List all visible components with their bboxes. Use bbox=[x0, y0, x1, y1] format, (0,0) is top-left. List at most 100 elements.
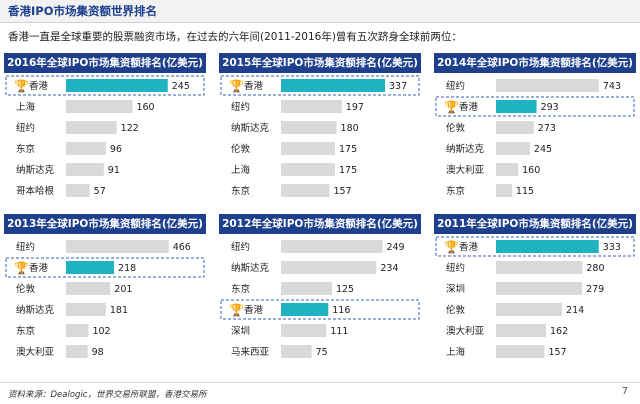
value-label: 98 bbox=[92, 347, 104, 358]
category-label: 上海 bbox=[446, 346, 466, 358]
bar bbox=[66, 100, 133, 113]
value-label: 111 bbox=[330, 326, 348, 337]
bar bbox=[66, 282, 111, 295]
bar bbox=[66, 121, 117, 134]
chart-2015: 🏆 香港 337 纽约 197 纳斯达克 180 伦敦 175 上海 175 东京 157 bbox=[220, 75, 420, 197]
bar bbox=[66, 79, 168, 92]
bar bbox=[281, 324, 327, 337]
category-label: 纳斯达克 bbox=[16, 304, 55, 316]
bar bbox=[281, 282, 332, 295]
value-label: 115 bbox=[516, 186, 534, 197]
category-label: 纽约 bbox=[16, 122, 35, 134]
bar bbox=[281, 163, 335, 176]
intro-text: 香港一直是全球重要的股票融资市场，在过去的六年间(2011-2016年)曾有五次… bbox=[8, 31, 462, 43]
trophy-icon: 🏆 bbox=[229, 303, 244, 317]
bar bbox=[281, 100, 342, 113]
trophy-icon: 🏆 bbox=[14, 79, 29, 93]
category-label: 香港 bbox=[244, 304, 264, 316]
trophy-icon: 🏆 bbox=[444, 100, 459, 114]
value-label: 293 bbox=[541, 102, 559, 113]
chart-title: 2016年全球IPO市场集资额排名(亿美元) bbox=[4, 53, 206, 73]
title-bar: 香港IPO市场集资额世界排名 bbox=[0, 0, 640, 23]
bar bbox=[66, 240, 169, 253]
bar bbox=[66, 324, 89, 337]
category-label: 伦敦 bbox=[446, 304, 466, 316]
category-label: 哥本哈根 bbox=[16, 185, 55, 197]
highlight-frame bbox=[220, 75, 420, 96]
value-label: 245 bbox=[534, 144, 552, 155]
bar bbox=[66, 184, 90, 197]
category-label: 纳斯达克 bbox=[231, 262, 270, 274]
bar bbox=[496, 184, 512, 197]
chart-panel-2011: 2011年全球IPO市场集资额排名(亿美元) 🏆 香港 333 纽约 280 深圳 279 伦… bbox=[434, 214, 636, 366]
bar bbox=[496, 303, 563, 316]
category-label: 纽约 bbox=[446, 80, 465, 92]
category-label: 东京 bbox=[16, 325, 35, 337]
trophy-icon: 🏆 bbox=[444, 240, 459, 254]
value-label: 102 bbox=[92, 326, 110, 337]
bar bbox=[66, 142, 106, 155]
category-label: 上海 bbox=[16, 101, 36, 113]
value-label: 245 bbox=[172, 81, 190, 92]
value-label: 273 bbox=[538, 123, 556, 134]
category-label: 东京 bbox=[231, 283, 250, 295]
chart-panel-2015: 2015年全球IPO市场集资额排名(亿美元) 🏆 香港 337 纽约 197 纳斯达克 18… bbox=[219, 53, 421, 205]
value-label: 160 bbox=[136, 102, 154, 113]
bar bbox=[66, 261, 115, 274]
value-label: 75 bbox=[316, 347, 328, 358]
bar bbox=[281, 79, 385, 92]
bar bbox=[281, 240, 383, 253]
category-label: 澳大利亚 bbox=[16, 346, 55, 358]
bar bbox=[496, 100, 537, 113]
chart-panel-2012: 2012年全球IPO市场集资额排名(亿美元) 纽约 249 纳斯达克 234 东京 125… bbox=[219, 214, 421, 366]
category-label: 伦敦 bbox=[16, 283, 36, 295]
value-label: 96 bbox=[110, 144, 122, 155]
value-label: 116 bbox=[332, 305, 350, 316]
chart-title: 2012年全球IPO市场集资额排名(亿美元) bbox=[219, 214, 421, 234]
chart-2012: 纽约 249 纳斯达克 234 东京 125 🏆 香港 116 深圳 111 马来西亚 75 bbox=[220, 240, 420, 358]
bar bbox=[496, 324, 546, 337]
bar bbox=[281, 345, 312, 358]
highlight-frame bbox=[220, 299, 420, 320]
bar bbox=[281, 303, 329, 316]
chart-title: 2013年全球IPO市场集资额排名(亿美元) bbox=[4, 214, 206, 234]
bar bbox=[66, 163, 104, 176]
category-label: 纽约 bbox=[231, 101, 250, 113]
value-label: 218 bbox=[118, 263, 136, 274]
chart-panel-2014: 2014年全球IPO市场集资额排名(亿美元) 纽约 743 🏆 香港 293 伦敦 273 纳… bbox=[434, 53, 636, 205]
value-label: 160 bbox=[522, 165, 540, 176]
category-label: 马来西亚 bbox=[231, 347, 270, 358]
bar bbox=[496, 142, 530, 155]
page-number: 7 bbox=[621, 386, 628, 397]
value-label: 122 bbox=[121, 123, 139, 134]
bar bbox=[281, 142, 335, 155]
value-label: 157 bbox=[548, 347, 566, 358]
value-label: 91 bbox=[108, 165, 120, 176]
bar bbox=[496, 121, 534, 134]
category-label: 香港 bbox=[459, 241, 479, 253]
category-label: 纽约 bbox=[16, 241, 35, 253]
category-label: 香港 bbox=[29, 262, 49, 274]
bar bbox=[496, 282, 583, 295]
chart-2013: 纽约 466 🏆 香港 218 伦敦 201 纳斯达克 181 东京 102 澳大利亚 98 bbox=[5, 240, 205, 358]
highlight-frame bbox=[5, 75, 205, 96]
trophy-icon: 🏆 bbox=[229, 79, 244, 93]
bar bbox=[66, 345, 88, 358]
category-label: 伦敦 bbox=[231, 143, 251, 155]
bar bbox=[281, 261, 377, 274]
bar bbox=[496, 163, 519, 176]
value-label: 279 bbox=[586, 284, 604, 295]
category-label: 纳斯达克 bbox=[231, 122, 270, 134]
category-label: 上海 bbox=[231, 164, 251, 176]
value-label: 180 bbox=[341, 123, 359, 134]
chart-title: 2011年全球IPO市场集资额排名(亿美元) bbox=[434, 214, 636, 234]
value-label: 57 bbox=[94, 186, 106, 197]
bar bbox=[496, 79, 599, 92]
chart-title: 2014年全球IPO市场集资额排名(亿美元) bbox=[434, 53, 636, 73]
source-note: 资料来源：Dealogic，世界交易所联盟，香港交易所 bbox=[8, 390, 207, 400]
category-label: 澳大利亚 bbox=[446, 325, 485, 337]
chart-title: 2015年全球IPO市场集资额排名(亿美元) bbox=[219, 53, 421, 73]
value-label: 743 bbox=[603, 81, 621, 92]
category-label: 深圳 bbox=[231, 326, 250, 337]
value-label: 125 bbox=[336, 284, 354, 295]
